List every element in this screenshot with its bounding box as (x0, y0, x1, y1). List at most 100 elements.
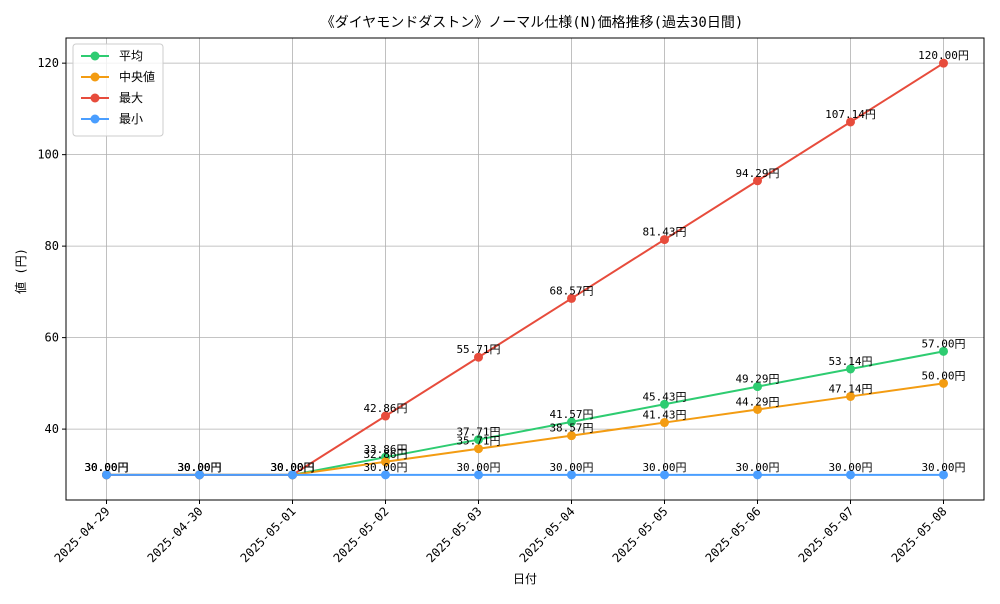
y-tick-label: 120 (37, 56, 59, 70)
data-label: 33.86円 (363, 443, 407, 456)
data-label: 68.57円 (549, 284, 593, 297)
x-tick-label: 2025-05-01 (238, 504, 299, 565)
data-label: 30.00円 (921, 461, 965, 474)
data-point (939, 378, 948, 388)
data-label: 44.29円 (735, 395, 779, 408)
data-label: 30.00円 (270, 461, 314, 474)
y-tick-label: 60 (45, 331, 59, 345)
data-label: 120.00円 (918, 49, 969, 62)
data-label: 50.00円 (921, 369, 965, 382)
data-label: 30.00円 (549, 461, 593, 474)
data-point (939, 58, 948, 68)
legend-swatch-marker (90, 51, 100, 61)
data-label: 30.00円 (84, 461, 128, 474)
data-point (381, 470, 390, 480)
x-tick-label: 2025-05-07 (796, 504, 857, 565)
data-label: 94.29円 (735, 167, 779, 180)
series-line-2 (106, 62, 945, 476)
x-tick-label: 2025-05-04 (517, 504, 578, 565)
data-label: 53.14円 (828, 355, 872, 368)
x-tick-label: 2025-04-29 (52, 504, 113, 565)
data-label-layer: 30.00円 30.00円 30.00円 33.86円 37.71円 41.57円 45.4… (84, 49, 968, 474)
data-point (567, 470, 576, 480)
data-label: 32.86円 (363, 448, 407, 461)
data-point (474, 470, 483, 480)
x-tick-label: 2025-05-06 (703, 504, 764, 565)
x-axis-label: 日付 (513, 572, 537, 586)
data-label: 41.43円 (642, 409, 686, 422)
data-point (660, 399, 669, 409)
data-label: 81.43円 (642, 226, 686, 239)
x-tick-label: 2025-05-05 (610, 504, 671, 565)
data-label: 107.14円 (825, 108, 876, 121)
data-point (753, 404, 762, 414)
data-point (660, 418, 669, 428)
data-point (381, 411, 390, 421)
data-label: 47.14円 (828, 382, 872, 395)
data-label: 41.57円 (549, 408, 593, 421)
series-line-0 (106, 350, 944, 476)
x-tick-label: 2025-05-03 (424, 504, 485, 565)
y-tick-label: 80 (45, 239, 59, 253)
data-point (288, 470, 297, 480)
data-label: 49.29円 (735, 373, 779, 386)
data-point (660, 235, 669, 245)
data-label: 30.00円 (84, 461, 128, 474)
data-point (753, 176, 762, 186)
data-label: 30.00円 (177, 461, 221, 474)
data-label: 57.00円 (921, 337, 965, 350)
data-label: 30.00円 (456, 461, 500, 474)
data-point (660, 470, 669, 480)
data-label: 38.57円 (549, 422, 593, 435)
data-label: 37.71円 (456, 426, 500, 439)
data-point (474, 435, 483, 445)
legend-swatch-marker (90, 93, 100, 103)
data-label: 45.43円 (642, 390, 686, 403)
data-label: 30.00円 (177, 461, 221, 474)
x-tick-label: 2025-04-30 (145, 504, 206, 565)
data-label: 30.00円 (84, 461, 128, 474)
data-point (753, 470, 762, 480)
y-tick-label: 40 (45, 422, 59, 436)
data-label: 35.71円 (456, 435, 500, 448)
data-point (846, 391, 855, 401)
chart-title: 《ダイヤモンドダストン》ノーマル仕様(N)価格推移(過去30日間) (321, 15, 744, 31)
data-point (939, 346, 948, 356)
legend-label: 最大 (119, 91, 143, 105)
legend-box (72, 43, 164, 137)
y-axis-label: 値 (円) (13, 248, 28, 294)
data-point (567, 431, 576, 441)
data-label: 30.00円 (177, 461, 221, 474)
data-point (474, 444, 483, 454)
data-point (567, 417, 576, 427)
data-label: 30.00円 (270, 461, 314, 474)
data-point (846, 470, 855, 480)
data-label: 30.00円 (363, 461, 407, 474)
data-label: 30.00円 (270, 461, 314, 474)
data-label: 30.00円 (84, 461, 128, 474)
data-point (381, 457, 390, 467)
data-label: 30.00円 (828, 461, 872, 474)
data-label: 30.00円 (735, 461, 779, 474)
plot-frame (65, 37, 985, 501)
data-point (846, 117, 855, 127)
data-point (753, 382, 762, 392)
y-tick-label: 100 (37, 148, 59, 162)
data-label: 30.00円 (270, 461, 314, 474)
data-point (939, 470, 948, 480)
data-label: 30.00円 (177, 461, 221, 474)
data-point (195, 470, 204, 480)
data-label: 55.71円 (456, 343, 500, 356)
grid-layer (66, 38, 984, 500)
legend-label: 平均 (119, 49, 143, 63)
legend-swatch-marker (90, 114, 100, 124)
series-layer (102, 58, 948, 480)
data-point (474, 352, 483, 362)
x-tick-label: 2025-05-02 (331, 504, 392, 565)
data-label: 30.00円 (642, 461, 686, 474)
legend-label: 最小 (119, 112, 143, 126)
x-tick-label: 2025-05-08 (889, 504, 950, 565)
